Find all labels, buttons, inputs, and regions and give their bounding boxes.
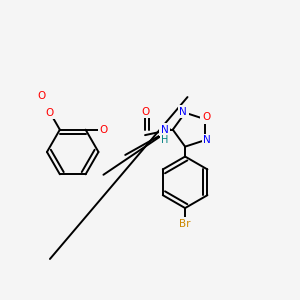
Text: O: O (37, 91, 45, 101)
Text: O: O (99, 125, 108, 135)
Text: Br: Br (179, 219, 191, 229)
Text: N: N (179, 107, 187, 117)
Text: O: O (46, 107, 54, 118)
Text: N: N (203, 135, 211, 145)
Text: O: O (202, 112, 210, 122)
Text: O: O (141, 107, 149, 117)
Text: H: H (161, 135, 169, 145)
Text: N: N (161, 125, 169, 135)
